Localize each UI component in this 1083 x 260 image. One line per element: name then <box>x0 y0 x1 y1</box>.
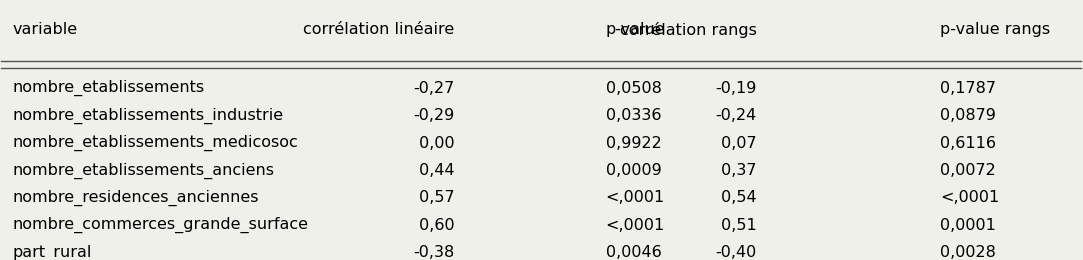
Text: 0,0046: 0,0046 <box>605 245 662 260</box>
Text: 0,0879: 0,0879 <box>940 108 996 123</box>
Text: nombre_etablissements_industrie: nombre_etablissements_industrie <box>12 108 284 124</box>
Text: p-value rangs: p-value rangs <box>940 22 1051 37</box>
Text: variable: variable <box>12 22 77 37</box>
Text: 0,0009: 0,0009 <box>605 163 662 178</box>
Text: 0,9922: 0,9922 <box>605 135 662 151</box>
Text: nombre_commerces_grande_surface: nombre_commerces_grande_surface <box>12 217 309 233</box>
Text: -0,29: -0,29 <box>414 108 455 123</box>
Text: <,0001: <,0001 <box>940 190 1000 205</box>
Text: <,0001: <,0001 <box>605 190 665 205</box>
Text: 0,07: 0,07 <box>716 135 757 151</box>
Text: corrélation rangs: corrélation rangs <box>619 22 757 38</box>
Text: 0,60: 0,60 <box>414 218 455 233</box>
Text: 0,00: 0,00 <box>414 135 455 151</box>
Text: nombre_etablissements_anciens: nombre_etablissements_anciens <box>12 162 274 179</box>
Text: part_rural: part_rural <box>12 244 92 260</box>
Text: nombre_etablissements_medicosoc: nombre_etablissements_medicosoc <box>12 135 298 151</box>
Text: nombre_etablissements: nombre_etablissements <box>12 80 205 96</box>
Text: 0,0001: 0,0001 <box>940 218 996 233</box>
Text: 0,1787: 0,1787 <box>940 81 996 96</box>
Text: -0,40: -0,40 <box>716 245 757 260</box>
Text: 0,44: 0,44 <box>414 163 455 178</box>
Text: -0,19: -0,19 <box>716 81 757 96</box>
Text: nombre_residences_anciennes: nombre_residences_anciennes <box>12 190 259 206</box>
Text: 0,0028: 0,0028 <box>940 245 996 260</box>
Text: 0,54: 0,54 <box>716 190 757 205</box>
Text: 0,0508: 0,0508 <box>605 81 662 96</box>
Text: <,0001: <,0001 <box>605 218 665 233</box>
Text: 0,6116: 0,6116 <box>940 135 996 151</box>
Text: -0,27: -0,27 <box>414 81 455 96</box>
Text: 0,57: 0,57 <box>414 190 455 205</box>
Text: p-value: p-value <box>605 22 665 37</box>
Text: 0,37: 0,37 <box>716 163 757 178</box>
Text: 0,51: 0,51 <box>716 218 757 233</box>
Text: 0,0336: 0,0336 <box>605 108 662 123</box>
Text: -0,38: -0,38 <box>414 245 455 260</box>
Text: corrélation linéaire: corrélation linéaire <box>303 22 455 37</box>
Text: -0,24: -0,24 <box>716 108 757 123</box>
Text: 0,0072: 0,0072 <box>940 163 996 178</box>
